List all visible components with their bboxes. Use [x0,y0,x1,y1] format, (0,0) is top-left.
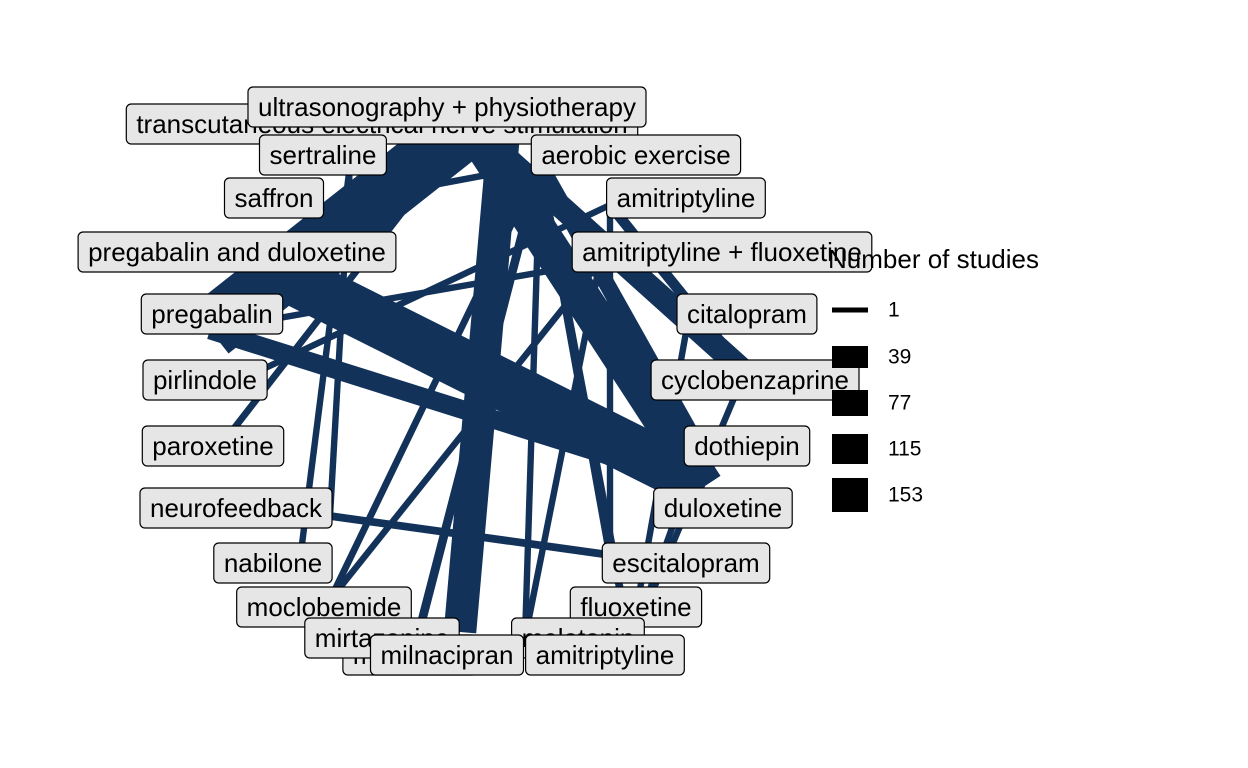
node-box [223,177,325,219]
node-pgdx: pregabalin and duloxetine [77,231,397,273]
node-label: amitriptyline [617,183,756,213]
node-label: pregabalin [151,299,272,329]
node-esci: escitalopram [601,542,771,584]
node-label: amitriptyline [536,640,675,670]
node-label: ultrasonography + physiotherapy [258,92,636,122]
node-box [524,634,685,676]
node-label: amitriptyline + fluoxetine [582,237,862,267]
legend-label-39: 39 [888,346,911,369]
node-doth: dothiepin [683,425,811,467]
node-fluo: fluoxetine [569,586,703,628]
legend-key-1 [832,307,868,313]
node-saff: saffron [223,177,325,219]
node-label: paroxetine [152,431,273,461]
edge-sert-neur [326,164,354,517]
node-cita: citalopram [676,293,818,335]
node-label: citalopram [687,299,807,329]
node-paro: paroxetine [141,425,285,467]
node-box [142,359,268,401]
node-box [139,487,333,529]
node-label: fluoxetine [580,592,691,622]
node-neur: neurofeedback [139,487,333,529]
node-amfl: amitriptyline + fluoxetine [571,231,873,273]
edge-pirl-amit [238,202,612,383]
node-uspt: ultrasonography + physiotherapy [247,86,647,128]
node-label: pirlindole [153,365,257,395]
edge-saff-aero [299,161,541,214]
node-label: nabilone [224,548,322,578]
edge-amfl-melatonin [521,261,604,639]
node-box [258,134,388,176]
node-label: duloxetine [664,493,783,523]
node-dulo: duloxetine [653,487,793,529]
node-label: pregabalin and duloxetine [88,237,386,267]
node-label: cyclobenzaprine [661,365,849,395]
edge-mocl-aero [326,163,544,602]
node-label: dothiepin [694,431,800,461]
node-cycl: cyclobenzaprine [650,359,860,401]
node-amit: amitriptyline [605,177,766,219]
node-sert: sertraline [258,134,388,176]
node-box [247,86,647,128]
legend-key-39 [832,346,868,368]
edge-amfl-mocl [327,260,603,602]
node-box [141,425,285,467]
node-label: escitalopram [612,548,759,578]
edge-mirt-aero [416,164,544,629]
nodes-layer: transcutaneous electrical nerve stimulat… [77,86,873,676]
node-box [605,177,766,219]
legend-label-77: 77 [888,392,911,415]
legend-label-153: 153 [888,484,923,507]
edge-neur-esci [329,512,611,559]
edge-melatonin-aero [521,164,544,639]
node-box [650,359,860,401]
node-box [676,293,818,335]
legend-key-153 [832,478,868,512]
node-box [77,231,397,273]
node-amit2: amitriptyline [524,634,685,676]
node-box [213,542,333,584]
node-aero: aerobic exercise [530,134,742,176]
node-box [571,231,873,273]
node-label: neurofeedback [150,493,323,523]
node-box [530,134,742,176]
legend-label-1: 1 [888,299,900,322]
node-label: sertraline [270,140,377,170]
node-mocl: moclobemide [236,586,412,628]
node-box [653,487,793,529]
node-preg: pregabalin [140,293,284,335]
legend-label-115: 115 [888,438,921,461]
legend: Number of studies 1 39 77 115 153 [828,244,1039,512]
node-label: saffron [234,183,313,213]
node-box [369,634,525,676]
legend-key-115 [832,434,868,464]
node-pirl: pirlindole [142,359,268,401]
node-box [683,425,811,467]
node-milnacipran: milnacipran [369,634,525,676]
node-nabi: nabilone [213,542,333,584]
legend-key-77 [832,390,868,416]
node-box [140,293,284,335]
node-label: milnacipran [381,640,514,670]
node-label: aerobic exercise [541,140,730,170]
legend-title: Number of studies [828,244,1039,274]
node-box [601,542,771,584]
node-label: moclobemide [247,592,402,622]
